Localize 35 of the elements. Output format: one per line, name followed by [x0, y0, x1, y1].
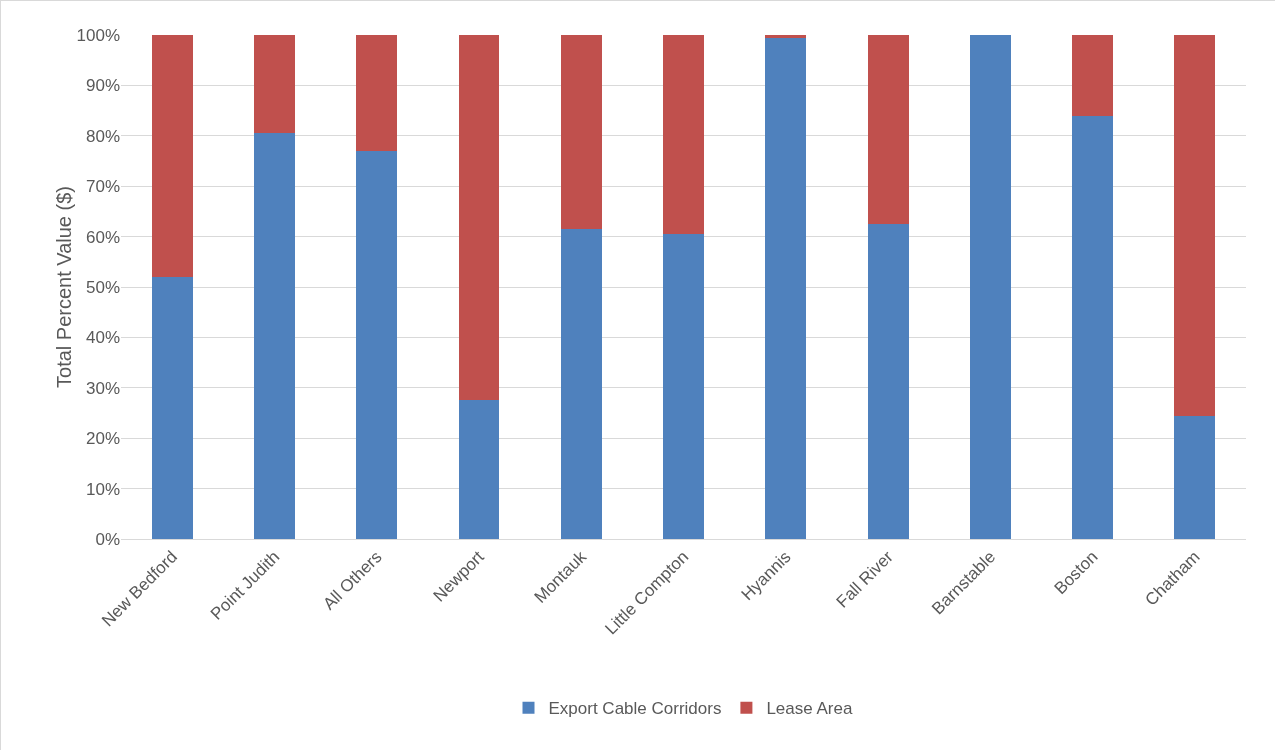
bar: [765, 37, 807, 539]
bar: [1072, 35, 1114, 116]
bar: [663, 234, 704, 539]
y-tick-label: 100%: [76, 25, 120, 45]
bar: [663, 35, 704, 235]
y-tick-label: 90%: [85, 76, 120, 96]
y-tick-label: 80%: [85, 126, 120, 146]
bar: [765, 35, 807, 38]
bar: [1174, 415, 1216, 539]
bar: [560, 35, 602, 230]
y-tick-label: 40%: [85, 328, 120, 348]
bar: [356, 150, 398, 539]
bar: [969, 35, 1011, 539]
bar: [458, 35, 500, 401]
bar: [560, 229, 602, 539]
bar: [253, 35, 295, 134]
bar: [151, 276, 193, 539]
bar: [1174, 35, 1216, 416]
bar: [151, 35, 193, 277]
bar: [867, 35, 909, 224]
bar: [356, 35, 398, 151]
y-tick-label: 10%: [85, 479, 120, 499]
y-tick-label: 60%: [85, 227, 120, 247]
bar: [458, 400, 500, 539]
legend-label: Export Cable Corridors: [548, 699, 722, 719]
bar: [253, 133, 295, 539]
y-tick-label: 0%: [95, 529, 120, 549]
y-axis-title: Total Percent Value ($): [53, 186, 75, 388]
y-tick-label: 70%: [85, 177, 120, 197]
bar: [1072, 115, 1114, 539]
legend-label: Lease Area: [766, 699, 853, 719]
bar: [867, 224, 909, 539]
y-tick-label: 20%: [85, 429, 120, 449]
y-tick-label: 30%: [85, 378, 120, 398]
y-tick-label: 50%: [85, 277, 120, 297]
